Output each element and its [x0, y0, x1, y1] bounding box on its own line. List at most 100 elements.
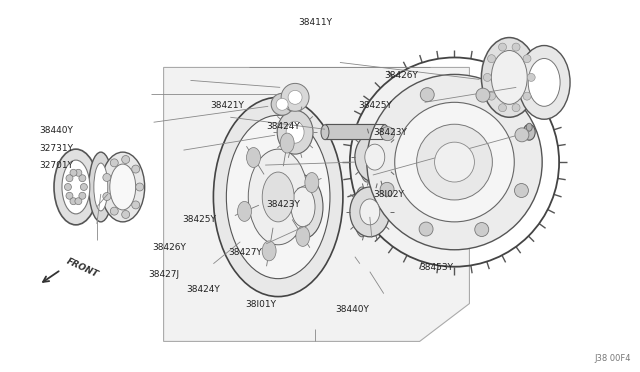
Ellipse shape — [350, 187, 390, 237]
Text: 32731Y: 32731Y — [39, 144, 73, 153]
Ellipse shape — [271, 93, 293, 115]
Ellipse shape — [359, 132, 375, 182]
Text: 38426Y: 38426Y — [385, 71, 419, 80]
Ellipse shape — [296, 227, 310, 246]
Ellipse shape — [286, 121, 304, 143]
Ellipse shape — [103, 173, 111, 182]
Ellipse shape — [488, 92, 495, 100]
Text: 32701Y: 32701Y — [39, 161, 73, 170]
Ellipse shape — [89, 152, 113, 222]
Ellipse shape — [70, 198, 77, 205]
Ellipse shape — [79, 175, 86, 182]
Ellipse shape — [483, 73, 492, 81]
Ellipse shape — [122, 211, 130, 218]
Ellipse shape — [515, 128, 529, 142]
Ellipse shape — [75, 169, 82, 176]
Ellipse shape — [66, 175, 73, 182]
Ellipse shape — [213, 97, 343, 296]
Ellipse shape — [367, 74, 542, 250]
Ellipse shape — [246, 148, 260, 167]
Ellipse shape — [94, 163, 108, 211]
Ellipse shape — [288, 90, 302, 104]
Text: 38411Y: 38411Y — [298, 18, 332, 27]
Ellipse shape — [512, 104, 520, 112]
Ellipse shape — [492, 51, 527, 104]
Text: J38 00F4: J38 00F4 — [595, 355, 631, 363]
Text: 38440Y: 38440Y — [39, 126, 73, 135]
Ellipse shape — [81, 183, 88, 190]
Ellipse shape — [248, 149, 308, 245]
Ellipse shape — [475, 222, 489, 237]
Ellipse shape — [132, 201, 140, 209]
Ellipse shape — [305, 173, 319, 192]
Ellipse shape — [499, 43, 506, 51]
Ellipse shape — [381, 127, 394, 141]
Ellipse shape — [523, 92, 531, 100]
Ellipse shape — [380, 182, 394, 196]
Ellipse shape — [527, 73, 535, 81]
Ellipse shape — [512, 43, 520, 51]
Ellipse shape — [110, 159, 118, 167]
Ellipse shape — [103, 193, 111, 201]
Ellipse shape — [354, 187, 370, 237]
Ellipse shape — [515, 183, 529, 198]
Ellipse shape — [524, 124, 535, 140]
Ellipse shape — [283, 175, 323, 239]
Ellipse shape — [110, 164, 136, 210]
Ellipse shape — [62, 160, 90, 214]
Text: FRONT: FRONT — [65, 256, 100, 279]
Ellipse shape — [419, 222, 433, 236]
Ellipse shape — [499, 104, 506, 112]
Ellipse shape — [518, 45, 570, 119]
Ellipse shape — [360, 199, 380, 225]
Text: 38425Y: 38425Y — [358, 101, 392, 110]
Ellipse shape — [488, 55, 495, 62]
Ellipse shape — [280, 133, 294, 153]
Text: 38423Y: 38423Y — [266, 201, 300, 209]
Ellipse shape — [523, 55, 531, 62]
Ellipse shape — [381, 125, 388, 140]
Ellipse shape — [276, 98, 288, 110]
Ellipse shape — [420, 88, 434, 102]
Ellipse shape — [237, 201, 252, 221]
Text: 38425Y: 38425Y — [182, 215, 216, 224]
Ellipse shape — [291, 187, 315, 227]
Ellipse shape — [395, 102, 515, 222]
Text: 38424Y: 38424Y — [266, 122, 300, 131]
Text: 38421Y: 38421Y — [211, 101, 244, 110]
Ellipse shape — [70, 169, 77, 176]
Ellipse shape — [281, 83, 309, 111]
Ellipse shape — [355, 132, 395, 182]
Ellipse shape — [262, 241, 276, 261]
Ellipse shape — [406, 132, 442, 192]
Text: 38I02Y: 38I02Y — [373, 190, 404, 199]
Ellipse shape — [122, 155, 130, 164]
Ellipse shape — [66, 192, 73, 199]
Text: 38I01Y: 38I01Y — [245, 300, 276, 309]
Ellipse shape — [526, 123, 532, 131]
Ellipse shape — [476, 88, 490, 102]
Ellipse shape — [136, 183, 143, 191]
Ellipse shape — [101, 152, 145, 222]
Ellipse shape — [365, 144, 385, 170]
Polygon shape — [164, 67, 469, 341]
Ellipse shape — [79, 192, 86, 199]
Ellipse shape — [481, 38, 537, 117]
Ellipse shape — [277, 110, 313, 154]
Ellipse shape — [54, 149, 98, 225]
Ellipse shape — [262, 172, 294, 222]
Ellipse shape — [528, 58, 560, 106]
Ellipse shape — [321, 125, 329, 140]
Ellipse shape — [65, 183, 72, 190]
Text: 38440Y: 38440Y — [335, 305, 369, 314]
Ellipse shape — [417, 124, 492, 200]
Text: 38427Y: 38427Y — [228, 248, 262, 257]
Ellipse shape — [435, 142, 474, 182]
Text: 38453Y: 38453Y — [420, 263, 454, 272]
Text: 38423Y: 38423Y — [373, 128, 406, 137]
Ellipse shape — [75, 198, 82, 205]
Ellipse shape — [227, 115, 330, 279]
Text: 38426Y: 38426Y — [152, 243, 186, 252]
Ellipse shape — [132, 165, 140, 173]
Text: 38424Y: 38424Y — [186, 285, 220, 294]
